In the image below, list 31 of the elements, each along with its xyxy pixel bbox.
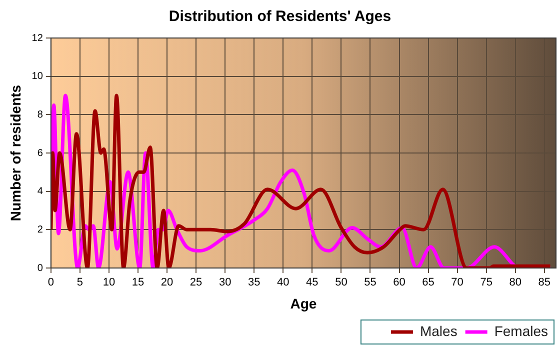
x-tick-label: 50	[335, 276, 348, 289]
x-tick-label: 65	[422, 276, 434, 289]
line-series	[50, 94, 552, 268]
x-tick-label: 35	[248, 276, 260, 289]
x-tick-label: 25	[190, 276, 202, 289]
x-tick-label: 70	[451, 276, 464, 289]
x-tick-label: 85	[538, 276, 551, 289]
x-tick-label: 15	[132, 276, 144, 289]
x-tick-label: 60	[393, 276, 406, 289]
y-tick-label: 8	[37, 109, 44, 120]
x-tick-label: 10	[102, 276, 116, 289]
y-tick-label: 4	[37, 186, 44, 198]
x-tick-label: 45	[306, 276, 318, 289]
x-tick-label: 20	[160, 276, 174, 289]
legend-label: Males	[420, 322, 458, 339]
chart-title: Distribution of Residents' Ages	[168, 8, 392, 26]
y-tick-label: 12	[32, 32, 44, 44]
x-tick-label: 55	[364, 276, 376, 289]
x-tick-label: 30	[218, 276, 232, 289]
y-tick-label: 6	[37, 148, 44, 159]
y-tick-label: 0	[37, 262, 44, 274]
legend-label: Females	[494, 322, 548, 339]
y-tick-label: 10	[32, 71, 44, 82]
x-tick-label: 5	[76, 276, 84, 289]
x-tick-label: 40	[277, 276, 290, 289]
x-tick-label: 80	[509, 276, 522, 289]
y-tick-label: 2	[37, 224, 44, 236]
x-tick-label: 75	[480, 276, 492, 289]
x-axis-title: Age	[290, 295, 317, 312]
y-axis-title: Number of residents	[7, 84, 24, 222]
x-tick-label: 0	[48, 276, 54, 289]
